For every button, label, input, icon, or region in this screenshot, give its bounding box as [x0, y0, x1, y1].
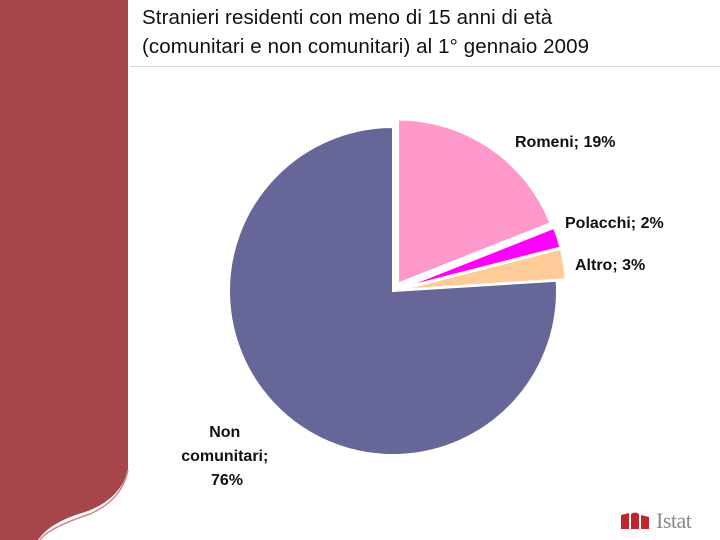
title-line-2: (comunitari e non comunitari) al 1° genn… — [142, 35, 590, 58]
istat-logo: Istat — [620, 508, 692, 534]
sidebar-band — [0, 0, 128, 540]
label-non-comunitari: Non comunitari; 76% — [181, 424, 273, 489]
sidebar-curve-line — [39, 469, 129, 540]
label-romeni: Romeni; 19% — [515, 134, 615, 151]
label-altro: Altro; 3% — [575, 257, 645, 274]
title-divider — [130, 66, 720, 67]
pie-slice-polacchi — [401, 226, 562, 290]
pie-labels: Romeni; 19% Polacchi; 2% Altro; 3% Non c… — [181, 134, 663, 489]
pie-slice-romeni — [397, 118, 552, 286]
pie-slice-altro — [401, 247, 567, 291]
title-line-1: Stranieri residenti con meno di 15 anni … — [142, 6, 553, 29]
label-non-comunitari-line2: comunitari; — [181, 448, 268, 465]
label-polacchi: Polacchi; 2% — [565, 215, 664, 232]
logo-text: Istat — [656, 508, 692, 533]
pie-slice-non-comunitari — [228, 125, 558, 456]
page-title: Stranieri residenti con meno di 15 anni … — [142, 3, 712, 61]
pie-slices — [228, 118, 567, 456]
logo-mark-icon — [620, 511, 650, 531]
label-non-comunitari-line3: 76% — [211, 472, 243, 489]
label-non-comunitari-line1: Non — [209, 424, 240, 441]
